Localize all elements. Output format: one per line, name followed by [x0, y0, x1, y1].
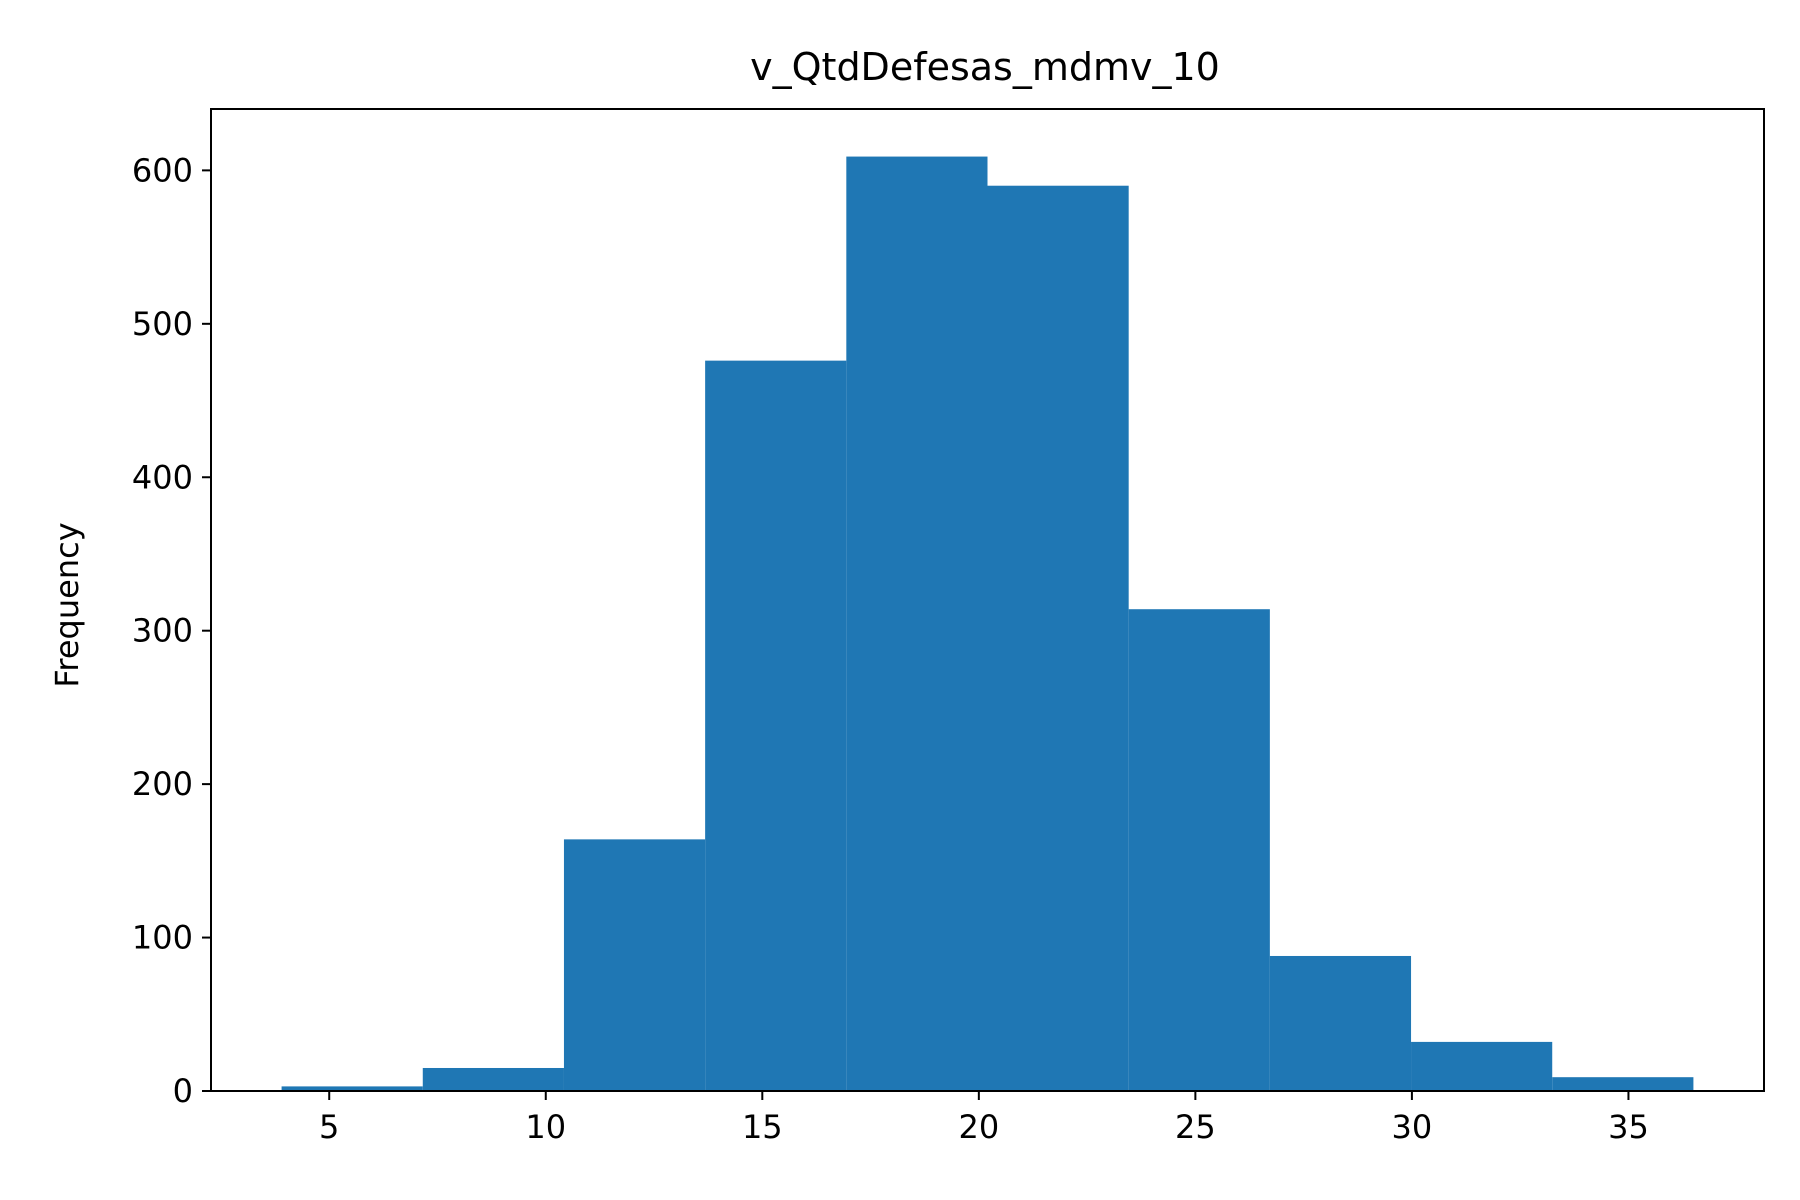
bars-group	[281, 156, 1694, 1092]
y-axis-ticks: 0 100 200 300 400 500 600	[132, 151, 211, 1110]
histogram-bar	[422, 1067, 564, 1091]
x-tick-label: 20	[958, 1108, 999, 1146]
histogram-bar	[705, 360, 847, 1091]
y-tick-label: 0	[173, 1072, 193, 1110]
y-tick-label: 200	[132, 765, 193, 803]
histogram-bar	[1128, 609, 1270, 1091]
histogram-bar	[1269, 955, 1412, 1091]
x-axis-ticks: 5 10 15 20 25 30 35	[319, 1091, 1649, 1146]
y-tick-label: 400	[132, 458, 193, 496]
x-tick-label: 10	[525, 1108, 566, 1146]
x-tick-label: 35	[1608, 1108, 1649, 1146]
plot-frame	[210, 108, 1765, 1092]
y-tick-label: 500	[132, 305, 193, 343]
x-tick-label: 25	[1175, 1108, 1216, 1146]
x-tick-label: 5	[319, 1108, 339, 1146]
y-axis-label: Frequency	[48, 522, 86, 687]
chart-title: v_QtdDefesas_mdmv_10	[750, 45, 1220, 89]
y-tick-label: 600	[132, 151, 193, 189]
histogram-bar	[1552, 1077, 1694, 1091]
x-tick-label: 15	[742, 1108, 783, 1146]
histogram-bar	[1411, 1041, 1553, 1091]
histogram-bar	[281, 1086, 423, 1091]
x-tick-label: 30	[1392, 1108, 1433, 1146]
histogram-bar	[563, 839, 706, 1091]
y-tick-label: 100	[132, 919, 193, 957]
histogram-bar	[846, 156, 988, 1092]
y-tick-label: 300	[132, 612, 193, 650]
histogram-bar	[987, 185, 1129, 1091]
